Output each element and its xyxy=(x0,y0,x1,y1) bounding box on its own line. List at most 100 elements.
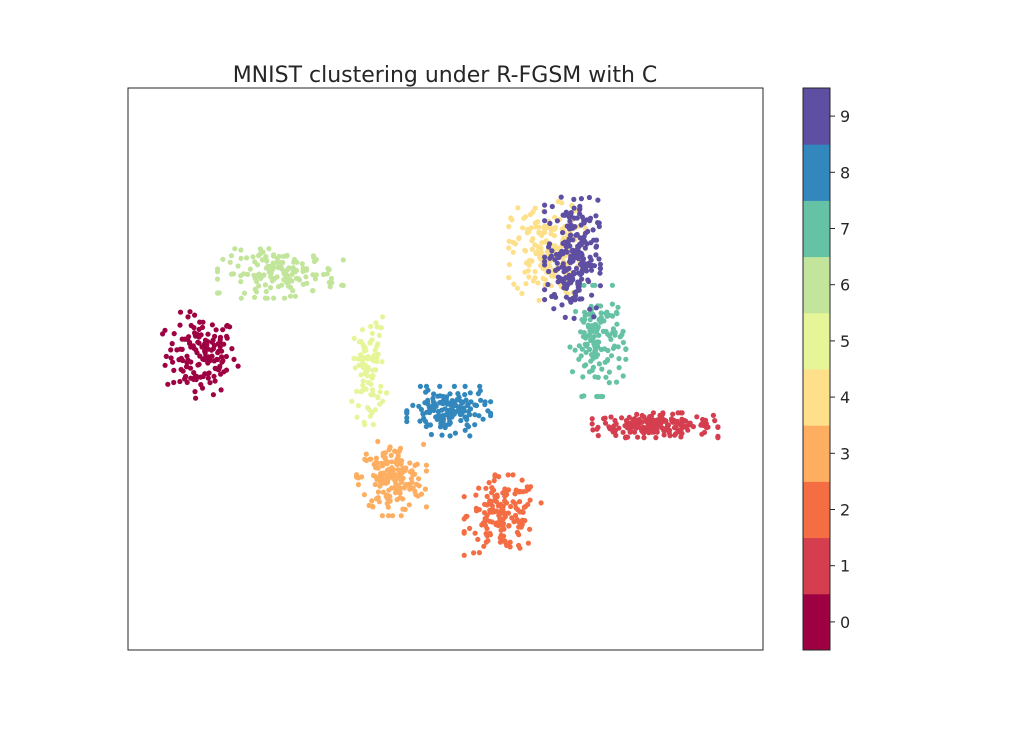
scatter-point-digit-0 xyxy=(207,380,213,386)
scatter-point-digit-1 xyxy=(634,411,640,417)
scatter-point-digit-3 xyxy=(401,485,407,491)
scatter-point-digit-9 xyxy=(578,236,585,242)
scatter-point-digit-9 xyxy=(542,202,548,208)
scatter-point-digit-2 xyxy=(487,509,493,515)
scatter-point-digit-5 xyxy=(376,332,382,338)
scatter-point-digit-6 xyxy=(262,282,268,288)
scatter-point-digit-8 xyxy=(404,410,410,416)
scatter-point-digit-5 xyxy=(370,392,376,398)
scatter-point-digit-4 xyxy=(537,255,543,262)
scatter-point-digit-9 xyxy=(542,254,548,260)
scatter-point-digit-0 xyxy=(223,353,229,360)
scatter-point-digit-4 xyxy=(532,220,538,226)
scatter-point-digit-8 xyxy=(449,398,455,404)
scatter-point-digit-5 xyxy=(378,325,384,331)
scatter-point-digit-9 xyxy=(581,267,587,273)
scatter-point-digit-7 xyxy=(609,313,616,319)
scatter-point-digit-5 xyxy=(374,359,380,365)
scatter-point-digit-0 xyxy=(218,387,224,393)
scatter-point-digit-2 xyxy=(467,525,473,532)
scatter-point-digit-1 xyxy=(608,414,614,420)
scatter-point-digit-4 xyxy=(529,238,535,244)
scatter-point-digit-3 xyxy=(375,438,381,445)
scatter-point-digit-6 xyxy=(282,275,289,282)
colorbar-segment-0 xyxy=(803,593,830,651)
scatter-point-digit-4 xyxy=(541,223,548,229)
scatter-point-digit-8 xyxy=(425,422,431,428)
scatter-point-digit-7 xyxy=(615,344,621,350)
scatter-point-digit-0 xyxy=(211,358,217,364)
scatter-point-digit-8 xyxy=(440,416,446,422)
scatter-point-digit-9 xyxy=(591,263,598,269)
scatter-point-digit-2 xyxy=(486,480,492,486)
scatter-point-digit-4 xyxy=(540,230,546,236)
scatter-point-digit-1 xyxy=(698,421,705,427)
scatter-point-digit-7 xyxy=(603,374,609,380)
scatter-point-digit-3 xyxy=(387,444,393,450)
scatter-point-digit-0 xyxy=(229,346,235,352)
scatter-point-digit-6 xyxy=(274,274,280,280)
scatter-points xyxy=(160,194,721,558)
scatter-point-digit-3 xyxy=(398,513,404,519)
scatter-point-digit-7 xyxy=(583,342,589,348)
scatter-point-digit-7 xyxy=(616,356,622,362)
scatter-point-digit-6 xyxy=(287,293,294,299)
scatter-point-digit-0 xyxy=(193,373,200,379)
scatter-point-digit-1 xyxy=(643,418,649,424)
scatter-point-digit-3 xyxy=(416,476,422,482)
scatter-point-digit-2 xyxy=(461,530,467,536)
scatter-point-digit-9 xyxy=(590,227,596,233)
scatter-point-digit-6 xyxy=(254,278,260,285)
scatter-point-digit-7 xyxy=(573,308,579,315)
scatter-point-digit-9 xyxy=(577,206,583,212)
scatter-point-digit-1 xyxy=(648,413,655,419)
scatter-point-digit-8 xyxy=(485,408,491,414)
scatter-point-digit-2 xyxy=(522,518,528,524)
scatter-point-digit-4 xyxy=(542,277,549,283)
scatter-point-digit-6 xyxy=(263,288,269,295)
scatter-point-digit-6 xyxy=(292,293,298,299)
scatter-point-digit-7 xyxy=(581,393,587,399)
scatter-point-digit-6 xyxy=(228,253,234,259)
scatter-point-digit-0 xyxy=(177,378,183,385)
scatter-point-digit-7 xyxy=(576,356,582,362)
colorbar-tick-label-6: 6 xyxy=(840,276,850,295)
scatter-point-digit-9 xyxy=(568,280,574,286)
scatter-point-digit-0 xyxy=(174,347,180,353)
scatter-point-digit-0 xyxy=(211,342,217,349)
scatter-point-digit-5 xyxy=(370,387,376,393)
scatter-point-digit-9 xyxy=(577,296,583,302)
scatter-point-digit-6 xyxy=(269,278,275,284)
scatter-point-digit-9 xyxy=(559,264,565,270)
scatter-point-digit-4 xyxy=(548,231,554,237)
scatter-point-digit-2 xyxy=(507,539,513,545)
scatter-point-digit-6 xyxy=(256,283,262,289)
scatter-point-digit-6 xyxy=(285,283,291,289)
scatter-point-digit-8 xyxy=(404,418,410,425)
scatter-point-digit-5 xyxy=(357,356,364,362)
scatter-point-digit-5 xyxy=(368,381,374,387)
scatter-point-digit-0 xyxy=(177,322,183,328)
scatter-point-digit-9 xyxy=(551,306,557,312)
scatter-point-digit-0 xyxy=(199,385,206,391)
scatter-point-digit-3 xyxy=(400,475,406,481)
scatter-point-digit-9 xyxy=(549,203,555,210)
scatter-point-digit-6 xyxy=(303,274,309,280)
scatter-point-digit-6 xyxy=(238,295,244,301)
scatter-point-digit-3 xyxy=(413,492,419,498)
scatter-point-digit-3 xyxy=(374,496,380,502)
scatter-point-digit-2 xyxy=(505,487,512,493)
scatter-point-digit-0 xyxy=(171,367,177,373)
scatter-point-digit-6 xyxy=(325,265,331,272)
scatter-point-digit-3 xyxy=(393,486,399,492)
scatter-point-digit-2 xyxy=(483,485,489,491)
scatter-point-digit-7 xyxy=(581,319,587,325)
scatter-point-digit-0 xyxy=(211,373,217,379)
scatter-point-digit-2 xyxy=(489,485,495,491)
colorbar-segment-9 xyxy=(803,88,830,145)
scatter-point-digit-1 xyxy=(636,416,642,423)
scatter-point-digit-4 xyxy=(506,245,512,251)
scatter-point-digit-6 xyxy=(260,249,266,255)
scatter-point-digit-6 xyxy=(275,284,282,290)
scatter-point-digit-3 xyxy=(389,459,395,465)
